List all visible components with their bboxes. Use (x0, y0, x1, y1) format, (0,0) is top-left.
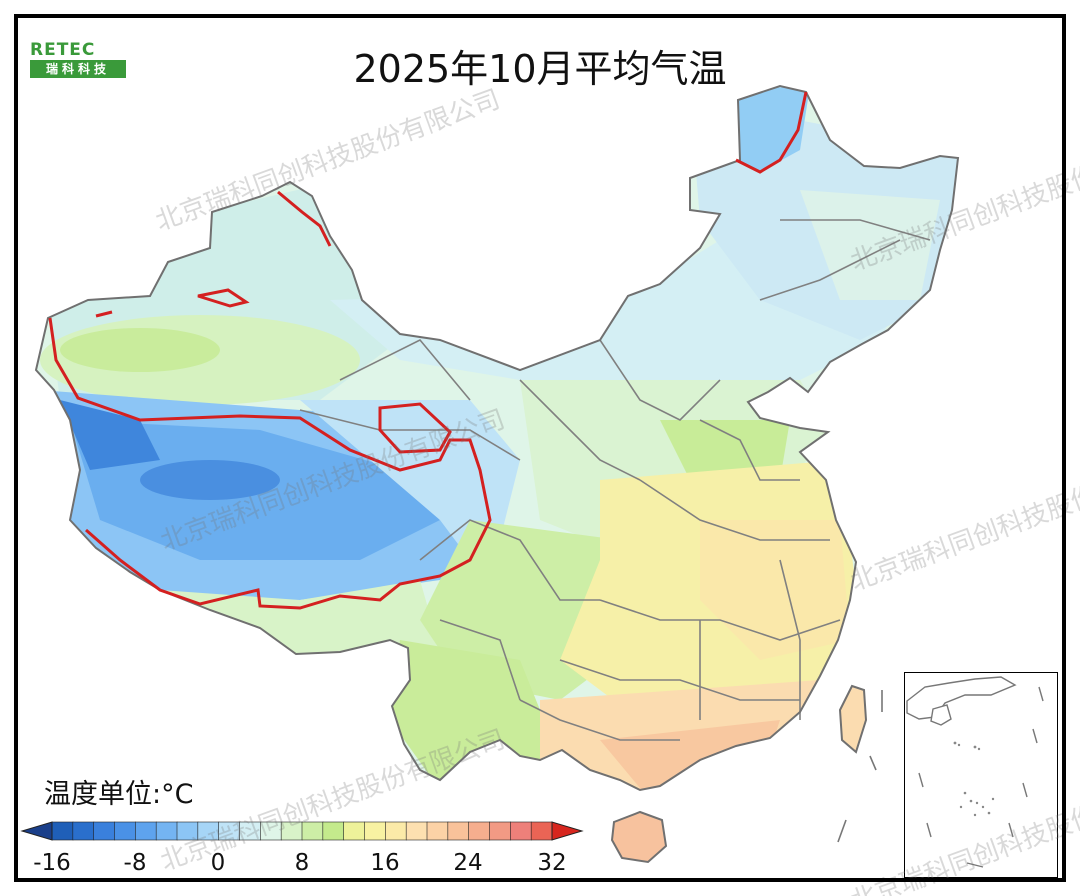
inset-dash-3 (1022, 782, 1028, 798)
taiwan-island (838, 684, 868, 754)
pamir-zero-line (95, 310, 113, 318)
logo-chinese-name: 瑞科科技 (30, 60, 126, 78)
inset-dash-1 (1038, 686, 1044, 702)
border-henan (639, 479, 830, 541)
inset-dash-2 (1032, 728, 1038, 744)
retec-logo: RETEC 瑞科科技 (30, 40, 130, 84)
tibet-zero-line (48, 317, 492, 610)
border-sc (419, 519, 600, 601)
hainan-island (610, 810, 668, 864)
tick-label-16: 16 (370, 850, 399, 876)
colorbar-cells (20, 821, 584, 841)
tick-label-32: 32 (537, 850, 566, 876)
tianshan-zero-line (197, 288, 250, 308)
border-gs-nx (519, 379, 641, 481)
inset-islands (953, 741, 995, 817)
inset-dash-7 (918, 772, 924, 788)
map-frame (14, 14, 1066, 882)
dash-3 (837, 819, 847, 843)
inset-dash-4 (1008, 822, 1014, 838)
colorbar-max-arrow (551, 821, 584, 841)
altai-zero-line (277, 190, 332, 247)
map-title: 2025年10月平均气温 (353, 47, 727, 91)
border-hunan-jx (559, 659, 800, 701)
border-hlj-jl (780, 219, 931, 241)
qaidam-zero-line (378, 402, 452, 454)
inset-hainan (930, 704, 952, 726)
border-gx-gd (519, 699, 680, 741)
border-zj-fj (779, 559, 801, 720)
inset-dashes (918, 686, 1044, 868)
inset-dash-6 (926, 822, 932, 838)
border-yn-gz (439, 619, 521, 701)
greater-khingan-cold (730, 86, 810, 172)
changtang-cold (140, 460, 280, 500)
tick-label-0: 0 (211, 850, 226, 876)
logo-wordmark: RETEC (30, 40, 96, 60)
unit-label: 温度单位:°C (44, 779, 194, 810)
inset-dash-5 (966, 862, 984, 868)
tarim-core-field (60, 328, 220, 372)
inset-map (906, 676, 1044, 868)
province-borders (299, 219, 931, 741)
border-hb-sd (699, 419, 800, 481)
colorbar-labels: -16 -8 0 8 16 24 32 (33, 850, 566, 876)
khingan-zero-line (735, 91, 808, 174)
yunnan-west-field (390, 640, 560, 790)
karakoram-cold (60, 400, 160, 470)
border-sx (599, 339, 721, 421)
scs-dashes (837, 690, 883, 843)
tick-label-n8: -8 (124, 850, 147, 876)
border-xj-gansu (339, 339, 471, 401)
dash-2 (869, 755, 877, 771)
tick-label-8: 8 (295, 850, 310, 876)
south-china-sea-inset (904, 672, 1058, 878)
border-hubei-anhui (599, 599, 841, 641)
colorbar-min-arrow (20, 821, 53, 841)
border-ne (759, 239, 901, 301)
border-qh-xz (299, 409, 521, 461)
tick-label-24: 24 (453, 850, 482, 876)
tick-label-n16: -16 (33, 850, 71, 876)
zero-degree-contours (48, 91, 808, 610)
